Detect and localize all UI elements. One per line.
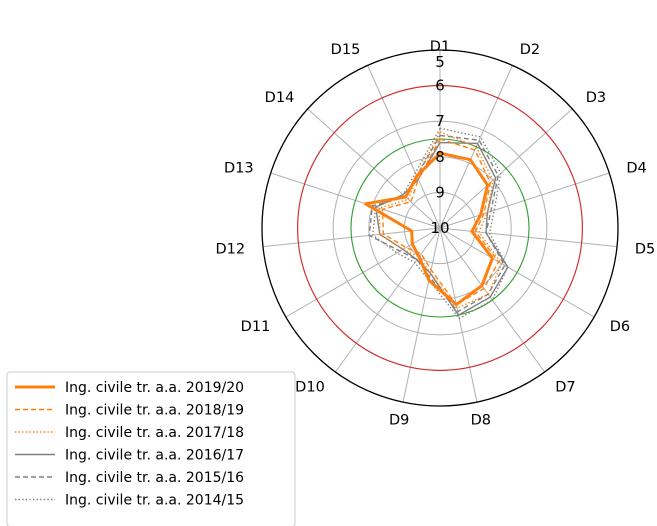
legend-box <box>6 371 296 526</box>
category-label: D11 <box>241 319 271 335</box>
series-line <box>364 151 494 307</box>
legend-label: Ing. civile tr. a.a. 2018/19 <box>65 403 244 419</box>
legend: Ing. civile tr. a.a. 2019/20 Ing. civile … <box>6 371 296 526</box>
category-label: D6 <box>610 319 630 335</box>
category-label: D5 <box>635 242 655 258</box>
radial-tick-label: 10 <box>430 219 449 237</box>
radial-tick-label: 9 <box>435 183 445 201</box>
category-label: D3 <box>586 90 606 106</box>
category-label: D7 <box>555 380 575 396</box>
category-label: D8 <box>471 413 491 429</box>
category-label: D13 <box>224 160 254 176</box>
category-label: D15 <box>331 42 361 58</box>
radial-tick-label: 5 <box>435 53 445 71</box>
category-label: D10 <box>295 380 325 396</box>
legend-label: Ing. civile tr. a.a. 2014/15 <box>65 493 244 509</box>
category-label: D12 <box>215 242 245 258</box>
reference-circle <box>297 85 583 371</box>
category-label: D4 <box>626 160 646 176</box>
radial-tick-label: 8 <box>435 148 445 166</box>
outer-frame <box>261 49 619 407</box>
radial-tick-labels: 5 6 7 8 9 10 <box>430 53 449 237</box>
series-line <box>381 138 500 306</box>
radial-tick-label: 6 <box>435 77 445 95</box>
category-label: D9 <box>389 413 409 429</box>
series-lines <box>364 127 509 320</box>
legend-label: Ing. civile tr. a.a. 2019/20 <box>65 380 244 396</box>
category-label: D1 <box>430 39 450 55</box>
category-label: D14 <box>265 90 295 106</box>
legend-label: Ing. civile tr. a.a. 2016/17 <box>65 448 244 464</box>
legend-label: Ing. civile tr. a.a. 2017/18 <box>65 425 244 441</box>
category-labels: D1 D2 D3 D4 D5 D6 D7 D8 D9 D10 D11 D12 D13 D14 D15 <box>215 39 655 429</box>
category-label: D2 <box>520 42 540 58</box>
radial-tick-label: 7 <box>435 112 445 130</box>
legend-label: Ing. civile tr. a.a. 2015/16 <box>65 470 244 486</box>
